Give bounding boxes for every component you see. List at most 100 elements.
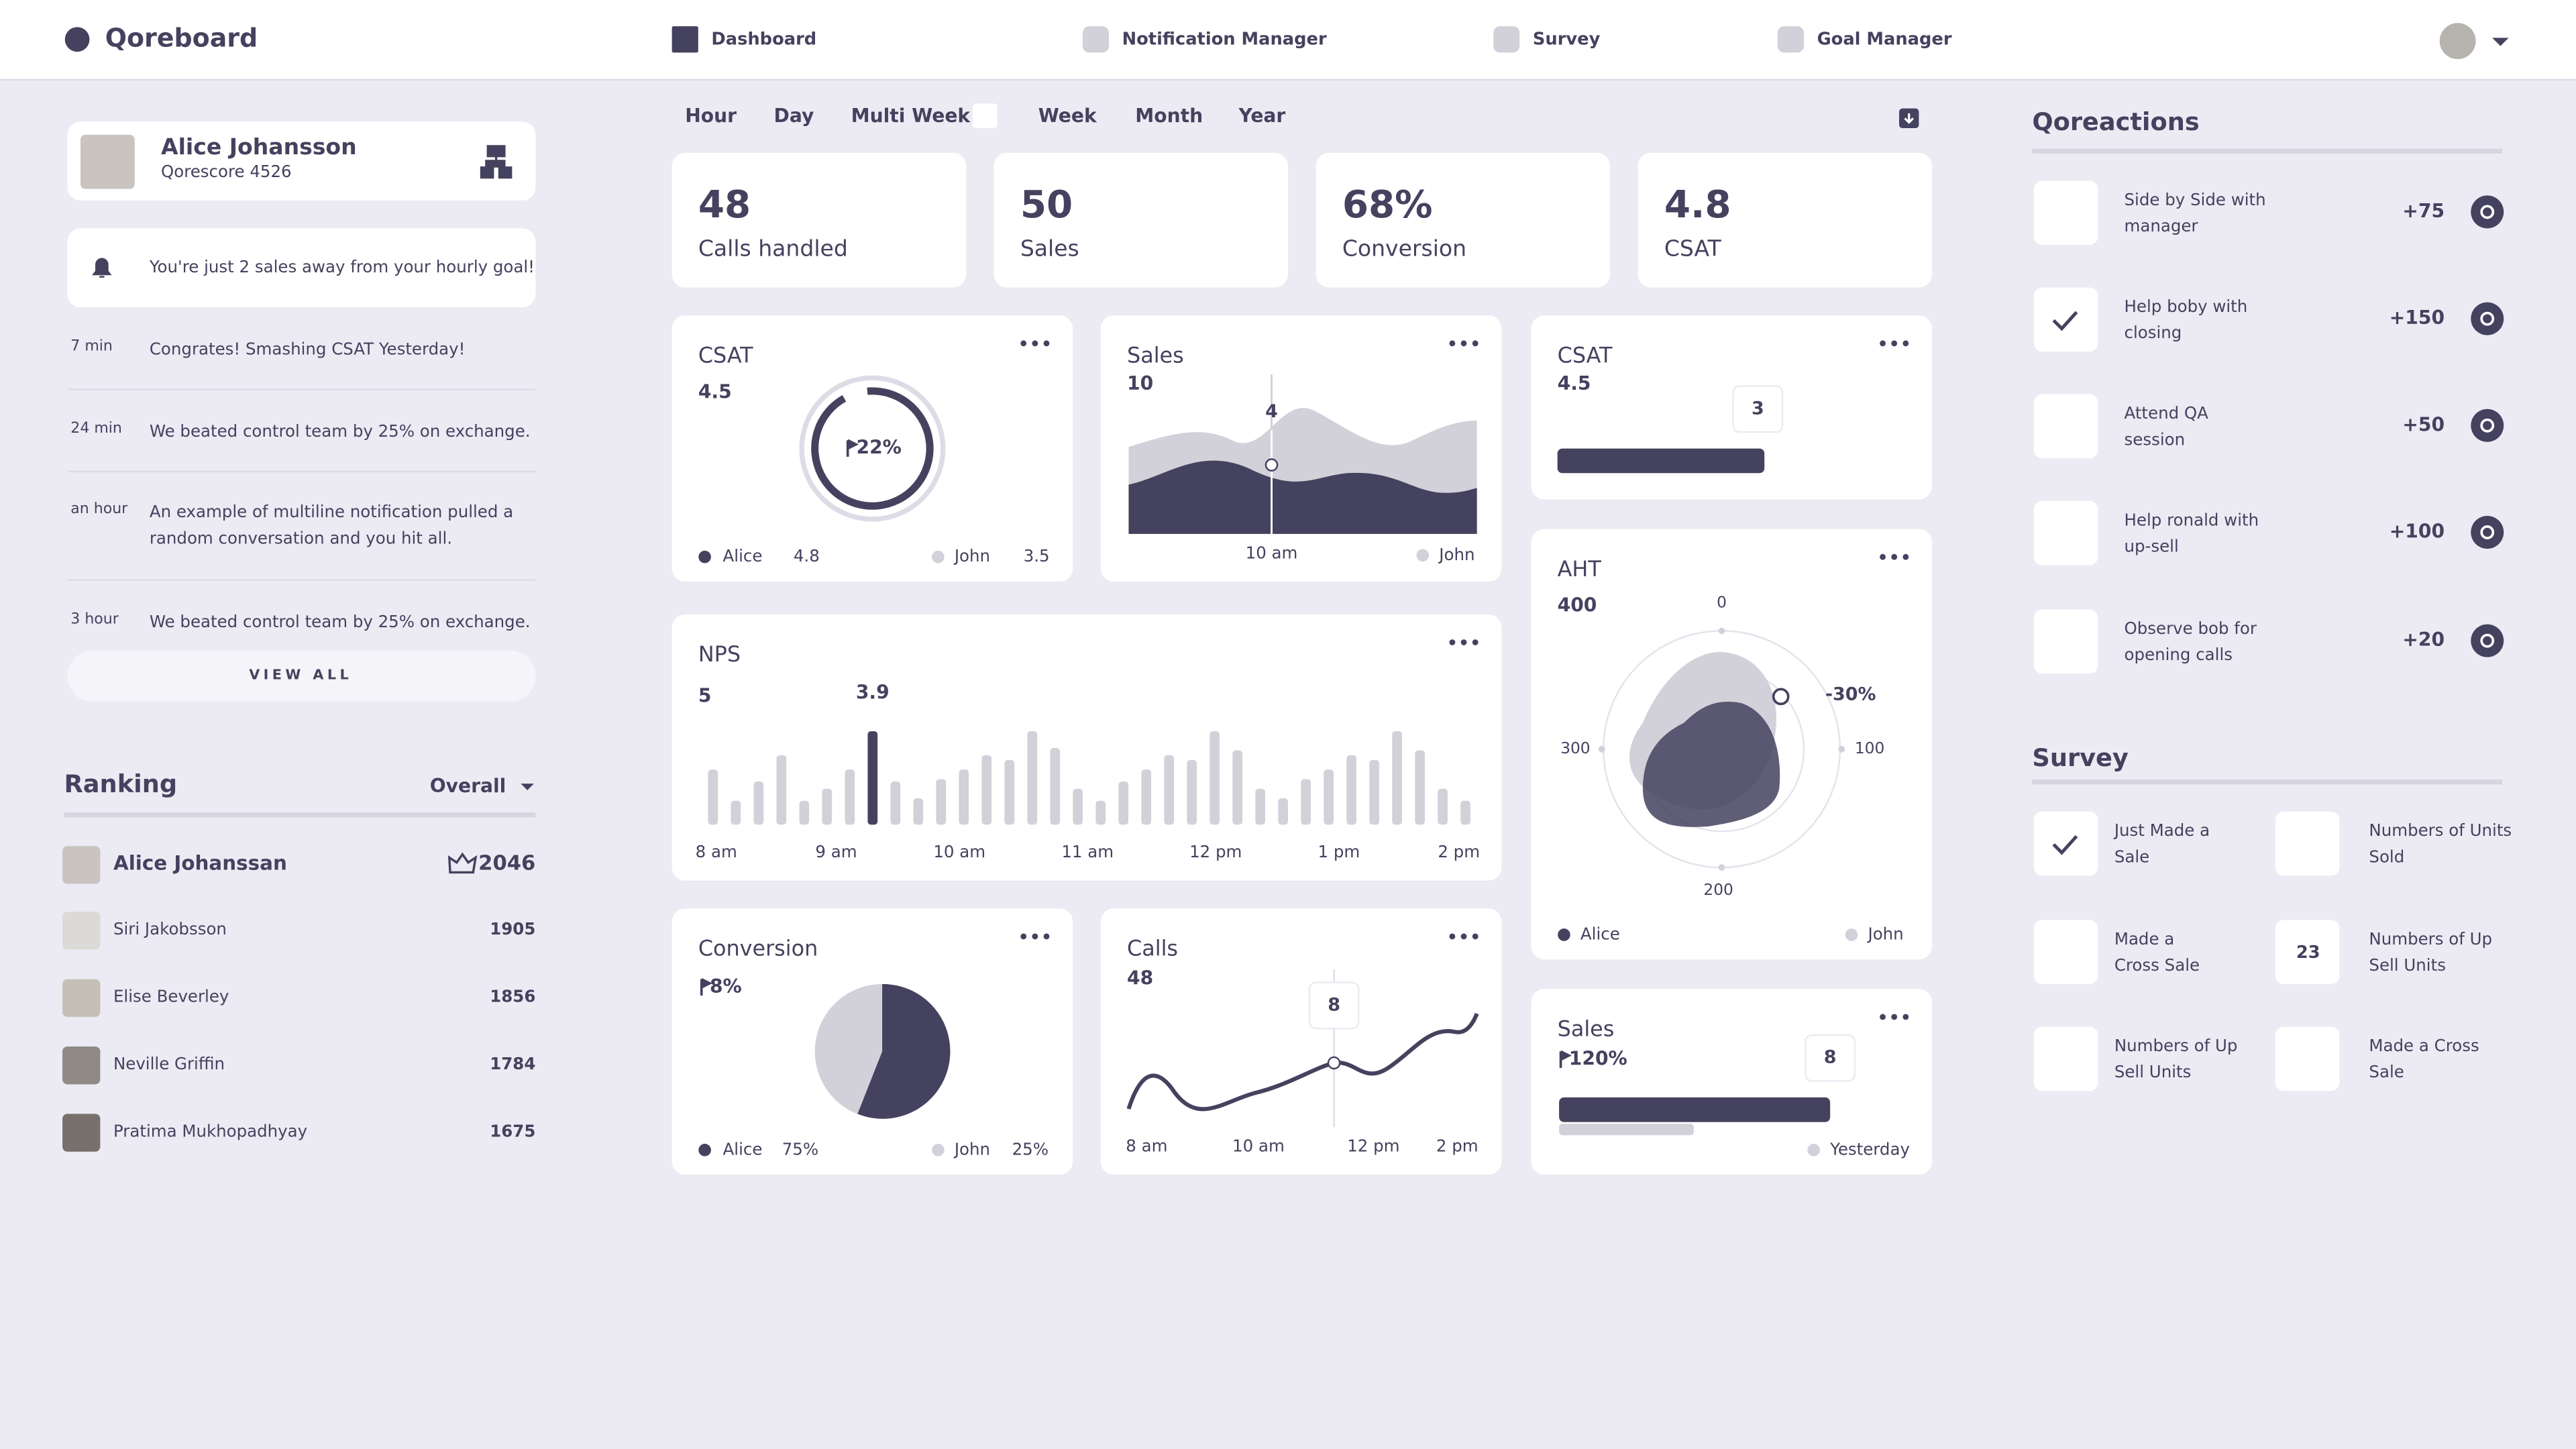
radar-dark (1642, 702, 1780, 827)
time-tab[interactable]: Week (1038, 105, 1097, 127)
nav-item[interactable]: Survey (1533, 29, 1601, 49)
nps-bar (913, 798, 924, 825)
time-tab[interactable]: Multi Week (851, 105, 971, 127)
ranking-name: Neville Griffin (113, 1054, 225, 1073)
menu-dot (1891, 553, 1898, 560)
survey-text: Made a (2114, 929, 2174, 949)
qore-badge[interactable] (2471, 624, 2504, 657)
nav-item[interactable]: Dashboard (711, 29, 816, 49)
legend-label: John (1438, 545, 1474, 564)
nav-item[interactable]: Notification Manager (1122, 29, 1327, 49)
legend-dot (932, 1143, 945, 1157)
notification-text: An example of multiline notification pul… (150, 502, 513, 521)
nps-bar (1050, 747, 1061, 825)
task-text: manager (2125, 216, 2199, 235)
legend-dot (698, 1143, 711, 1157)
kpi-card (994, 152, 1288, 288)
survey-box[interactable] (2033, 1026, 2098, 1091)
qore-badge[interactable] (2471, 302, 2504, 335)
x-label: 2 pm (1436, 1136, 1479, 1155)
task-points: +50 (2402, 413, 2445, 435)
radar-point (1772, 688, 1790, 706)
time-tab[interactable]: Hour (685, 105, 737, 127)
time-tab[interactable]: Month (1135, 105, 1203, 127)
hierarchy-icon (480, 145, 513, 179)
time-tab[interactable]: Day (773, 105, 814, 127)
ranking-avatar (62, 846, 101, 884)
legend-label: John (953, 1139, 990, 1159)
task-points: +75 (2402, 200, 2445, 222)
ranking-name: Siri Jakobsson (113, 919, 227, 938)
qore-badge[interactable] (2471, 409, 2504, 442)
survey-count: 23 (2296, 943, 2320, 963)
survey-box[interactable] (2033, 920, 2098, 984)
qore-badge-mark (2480, 525, 2495, 539)
tooltip (1805, 1034, 1856, 1082)
nps-bar (1415, 750, 1425, 825)
checkbox[interactable] (2033, 394, 2098, 459)
radar-tick (1718, 864, 1725, 871)
flag-icon (846, 439, 859, 457)
cursor-dot (1265, 458, 1279, 472)
section-title: Survey (2032, 743, 2129, 772)
x-label: 8 am (696, 842, 737, 861)
legend-label: Alice (723, 546, 763, 566)
task-text: up-sell (2125, 537, 2179, 556)
legend-dot (1558, 928, 1570, 941)
view-all-button[interactable] (67, 650, 536, 702)
nav-icon (1777, 26, 1804, 53)
menu-dot (1460, 340, 1467, 347)
legend-dot (698, 550, 711, 564)
menu-dot (1449, 639, 1456, 645)
checkbox[interactable] (2033, 287, 2098, 352)
nps-bar (1346, 755, 1356, 825)
checkbox[interactable] (2033, 609, 2098, 674)
task-text: Observe bob for (2125, 619, 2257, 638)
qore-badge[interactable] (2471, 195, 2504, 229)
calls-line (1126, 1012, 1479, 1112)
nav-item[interactable]: Goal Manager (1817, 29, 1952, 49)
nps-bar (845, 769, 855, 825)
kpi-card (1638, 152, 1932, 288)
ranking-filter[interactable]: Overall (430, 775, 506, 797)
kpi-card (1316, 152, 1610, 288)
legend-value: 25% (1012, 1139, 1049, 1159)
profile-card (67, 121, 536, 201)
kpi-card (672, 152, 966, 288)
survey-box[interactable] (2033, 811, 2098, 876)
menu-dot (1472, 933, 1479, 940)
survey-text: Numbers of Up (2369, 929, 2492, 949)
view-all[interactable]: VIEW ALL (249, 667, 352, 683)
ranking-name: Elise Beverley (113, 987, 229, 1006)
nps-bar (1141, 769, 1152, 825)
label: 3 (1752, 398, 1764, 419)
checkbox[interactable] (2033, 180, 2098, 245)
nps-bar (731, 800, 741, 825)
survey-text: Numbers of Up (2114, 1036, 2238, 1055)
menu-dot (1460, 933, 1467, 940)
time-tab[interactable]: Year (1238, 105, 1286, 127)
survey-box[interactable] (2275, 1026, 2340, 1091)
survey-box[interactable] (2275, 811, 2340, 876)
survey-text: Sale (2114, 847, 2149, 866)
ranking-avatar (62, 1046, 101, 1085)
widget-card (672, 315, 1073, 582)
user-menu-caret (2492, 38, 2509, 46)
kpi-label: CSAT (1664, 235, 1722, 262)
x-label: 10 am (1246, 543, 1298, 562)
widget-title: NPS (698, 641, 741, 667)
multiweek-toggle[interactable] (972, 103, 998, 129)
nps-bar (890, 782, 901, 825)
progress-bar (1557, 448, 1765, 474)
survey-text: Made a Cross (2369, 1036, 2479, 1055)
ranking-score: 1784 (490, 1054, 535, 1073)
radar-axis-label: 100 (1855, 739, 1884, 757)
widget-title: AHT (1558, 556, 1602, 582)
kpi-value: 50 (1020, 183, 1073, 227)
task-text: Help ronald with (2125, 510, 2259, 529)
checkbox[interactable] (2033, 500, 2098, 566)
survey-box[interactable] (2275, 920, 2340, 984)
flag-icon (1559, 1050, 1572, 1068)
qore-badge[interactable] (2471, 515, 2504, 549)
